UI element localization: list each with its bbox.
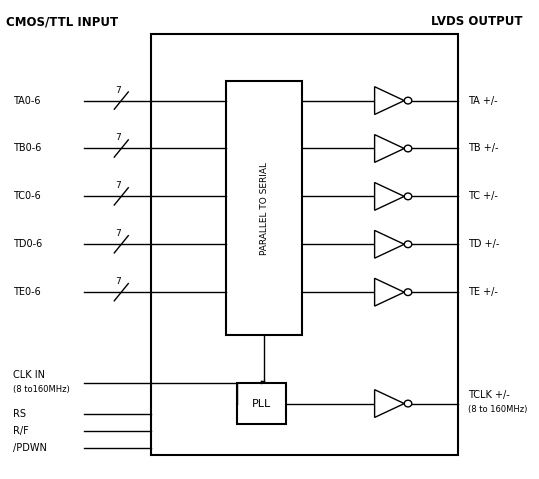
Text: 7: 7 <box>116 229 121 238</box>
Polygon shape <box>375 390 404 417</box>
Circle shape <box>404 400 412 407</box>
Text: R/F: R/F <box>13 426 29 436</box>
Text: TC +/-: TC +/- <box>468 192 497 201</box>
Text: TCLK +/-: TCLK +/- <box>468 390 509 400</box>
Text: CLK IN: CLK IN <box>13 370 45 380</box>
Text: TE0-6: TE0-6 <box>13 287 41 297</box>
Text: (8 to 160MHz): (8 to 160MHz) <box>468 405 527 414</box>
Text: PARALLEL TO SERIAL: PARALLEL TO SERIAL <box>260 162 268 255</box>
Bar <box>151 34 458 455</box>
Text: LVDS OUTPUT: LVDS OUTPUT <box>431 15 523 28</box>
Polygon shape <box>375 135 404 162</box>
Text: TA0-6: TA0-6 <box>13 96 41 105</box>
Text: CMOS/TTL INPUT: CMOS/TTL INPUT <box>6 15 118 28</box>
Text: TB0-6: TB0-6 <box>13 144 42 153</box>
Text: TD0-6: TD0-6 <box>13 240 43 249</box>
Text: RS: RS <box>13 410 26 419</box>
Polygon shape <box>375 87 404 114</box>
Text: 7: 7 <box>116 86 121 94</box>
Bar <box>237 383 286 424</box>
Text: TC0-6: TC0-6 <box>13 192 41 201</box>
Polygon shape <box>375 182 404 210</box>
Text: 7: 7 <box>116 182 121 190</box>
Text: TB +/-: TB +/- <box>468 144 499 153</box>
Text: PLL: PLL <box>252 399 271 409</box>
Text: TD +/-: TD +/- <box>468 240 499 249</box>
Circle shape <box>404 241 412 248</box>
Text: 7: 7 <box>116 134 121 142</box>
Bar <box>226 81 302 335</box>
Circle shape <box>404 97 412 104</box>
Text: TE +/-: TE +/- <box>468 287 497 297</box>
Circle shape <box>404 145 412 152</box>
Circle shape <box>404 193 412 200</box>
Text: 7: 7 <box>116 277 121 286</box>
Polygon shape <box>375 278 404 306</box>
Text: TA +/-: TA +/- <box>468 96 497 105</box>
Text: /PDWN: /PDWN <box>13 443 47 453</box>
Text: (8 to160MHz): (8 to160MHz) <box>13 385 70 394</box>
Circle shape <box>404 289 412 296</box>
Polygon shape <box>375 230 404 258</box>
